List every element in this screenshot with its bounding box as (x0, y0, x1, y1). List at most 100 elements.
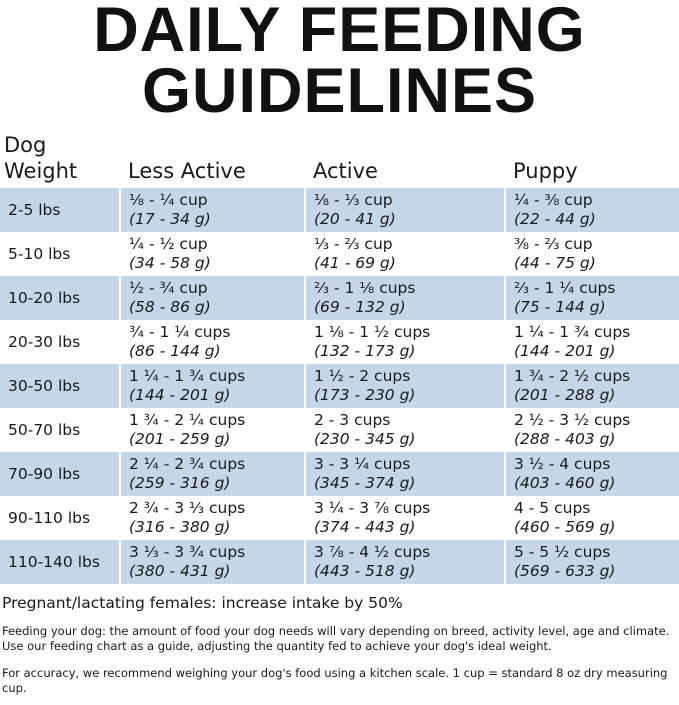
cups: 1 ¾ - 2 ½ cups (514, 367, 631, 385)
cups: 4 - 5 cups (514, 499, 591, 517)
paragraph: For accuracy, we recommend weighing your… (2, 666, 668, 695)
amount-cell: ⅔ - 1 ⅛ cups (69 - 132 g) (304, 276, 505, 320)
grams: (443 - 518 g) (314, 562, 416, 580)
weight-cell: 110-140 lbs (0, 540, 120, 584)
cups: 2 - 3 cups (314, 411, 391, 429)
cups: 5 - 5 ½ cups (514, 543, 611, 561)
cups: ¼ - ⅜ cup (514, 191, 593, 209)
table-row: 10-20 lbs ½ - ¾ cup (58 - 86 g) ⅔ - 1 ⅛ cup… (0, 276, 679, 320)
grams: (374 - 443 g) (314, 518, 416, 536)
weight-cell: 90-110 lbs (8, 508, 91, 527)
grams: (144 - 201 g) (129, 386, 231, 404)
weight-cell: 2-5 lbs (0, 188, 120, 232)
table-row: 70-90 lbs 2 ¼ - 2 ¾ cups (259 - 316 g) 3 - … (0, 452, 679, 496)
amount-cell: ⅔ - 1 ¼ cups (75 - 144 g) (504, 276, 679, 320)
grams: (201 - 259 g) (129, 430, 231, 448)
amount-cell: 2 - 3 cups (230 - 345 g) (304, 408, 505, 452)
cups: 2 ¾ - 3 ⅓ cups (129, 499, 246, 517)
amount-cell: ⅛ - ¼ cup (17 - 34 g) (119, 188, 305, 232)
amount-cell: 1 ⅛ - 1 ½ cups (132 - 173 g) (304, 320, 505, 364)
amount-cell: 3 ¼ - 3 ⅞ cups (374 - 443 g) (304, 496, 505, 540)
note: Pregnant/lactating females: increase int… (2, 594, 403, 612)
cups: ⅛ - ⅓ cup (314, 191, 393, 209)
amount-cell: 2 ½ - 3 ½ cups (288 - 403 g) (504, 408, 679, 452)
amount-cell: ⅜ - ⅔ cup (44 - 75 g) (504, 232, 679, 276)
grams: (345 - 374 g) (314, 474, 416, 492)
title-line: DAILY FEEDING (93, 0, 586, 65)
grams: (75 - 144 g) (514, 298, 606, 316)
grams: (20 - 41 g) (314, 210, 396, 228)
cups: 1 ¼ - 1 ¾ cups (129, 367, 246, 385)
amount-cell: ¾ - 1 ¼ cups (86 - 144 g) (119, 320, 305, 364)
amount-cell: 3 - 3 ¼ cups (345 - 374 g) (304, 452, 505, 496)
grams: (34 - 58 g) (129, 254, 211, 272)
feeding-table: Dog Weight Less Active Active Puppy 2-5 lbs… (0, 128, 679, 584)
cups: ½ - ¾ cup (129, 279, 208, 297)
grams: (173 - 230 g) (314, 386, 416, 404)
grams: (17 - 34 g) (129, 210, 211, 228)
amount-cell: 3 ⅓ - 3 ¾ cups (380 - 431 g) (119, 540, 305, 584)
table-row: 30-50 lbs 1 ¼ - 1 ¾ cups (144 - 201 g) 1 ½ … (0, 364, 679, 408)
grams: (22 - 44 g) (514, 210, 596, 228)
cups: 3 ⅞ - 4 ½ cups (314, 543, 431, 561)
grams: (259 - 316 g) (129, 474, 231, 492)
cups: 3 ⅓ - 3 ¾ cups (129, 543, 246, 561)
grams: (44 - 75 g) (514, 254, 596, 272)
amount-cell: ¼ - ⅜ cup (22 - 44 g) (504, 188, 679, 232)
table-body: 2-5 lbs ⅛ - ¼ cup (17 - 34 g) ⅛ - ⅓ cup (20 … (0, 188, 679, 584)
grams: (132 - 173 g) (314, 342, 416, 360)
amount-cell: 1 ¼ - 1 ¾ cups (144 - 201 g) (504, 320, 679, 364)
cups: 1 ¼ - 1 ¾ cups (514, 323, 631, 341)
amount-cell: ⅓ - ⅔ cup (41 - 69 g) (304, 232, 505, 276)
table-row: 110-140 lbs 3 ⅓ - 3 ¾ cups (380 - 431 g) 3 … (0, 540, 679, 584)
cups: 1 ⅛ - 1 ½ cups (314, 323, 431, 341)
grams: (86 - 144 g) (129, 342, 221, 360)
column-header: Dog Weight (4, 133, 78, 183)
cups: 2 ¼ - 2 ¾ cups (129, 455, 246, 473)
amount-cell: 1 ¾ - 2 ¼ cups (201 - 259 g) (119, 408, 305, 452)
cups: 3 - 3 ¼ cups (314, 455, 411, 473)
weight-cell: 5-10 lbs (8, 244, 71, 263)
cups: ⅔ - 1 ⅛ cups (314, 279, 416, 297)
cups: ¼ - ½ cup (129, 235, 208, 253)
column-header: Less Active (128, 159, 246, 183)
amount-cell: 2 ¾ - 3 ⅓ cups (316 - 380 g) (119, 496, 305, 540)
grams: (288 - 403 g) (514, 430, 616, 448)
grams: (69 - 132 g) (314, 298, 406, 316)
title-line: GUIDELINES (141, 56, 538, 126)
grams: (569 - 633 g) (514, 562, 616, 580)
amount-cell: 1 ¾ - 2 ½ cups (201 - 288 g) (504, 364, 679, 408)
amount-cell: 2 ¼ - 2 ¾ cups (259 - 316 g) (119, 452, 305, 496)
amount-cell: ¼ - ½ cup (34 - 58 g) (119, 232, 305, 276)
cups: 2 ½ - 3 ½ cups (514, 411, 631, 429)
cups: 3 ¼ - 3 ⅞ cups (314, 499, 431, 517)
weight-cell: 20-30 lbs (8, 332, 81, 351)
amount-cell: ½ - ¾ cup (58 - 86 g) (119, 276, 305, 320)
grams: (58 - 86 g) (129, 298, 211, 316)
grams: (41 - 69 g) (314, 254, 396, 272)
amount-cell: 1 ½ - 2 cups (173 - 230 g) (304, 364, 505, 408)
amount-cell: 4 - 5 cups (460 - 569 g) (504, 496, 679, 540)
paragraph: Feeding your dog: the amount of food you… (2, 624, 670, 653)
amount-cell: 3 ½ - 4 cups (403 - 460 g) (504, 452, 679, 496)
grams: (403 - 460 g) (514, 474, 616, 492)
grams: (144 - 201 g) (514, 342, 616, 360)
grams: (230 - 345 g) (314, 430, 416, 448)
table-row: 5-10 lbs ¼ - ½ cup (34 - 58 g) ⅓ - ⅔ cup (41… (0, 232, 679, 276)
column-header: Active (313, 159, 378, 183)
table-row: 2-5 lbs ⅛ - ¼ cup (17 - 34 g) ⅛ - ⅓ cup (20 … (0, 188, 679, 232)
cups: ⅔ - 1 ¼ cups (514, 279, 616, 297)
cups: ⅛ - ¼ cup (129, 191, 208, 209)
weight-cell: 70-90 lbs (0, 452, 120, 496)
column-header: Puppy (513, 159, 578, 183)
title: DAILY FEEDING GUIDELINES (0, 0, 679, 128)
table-row: 90-110 lbs 2 ¾ - 3 ⅓ cups (316 - 380 g) 3 ¼… (0, 496, 679, 540)
cups: 1 ¾ - 2 ¼ cups (129, 411, 246, 429)
cups: 1 ½ - 2 cups (314, 367, 411, 385)
grams: (380 - 431 g) (129, 562, 231, 580)
table-row: 20-30 lbs ¾ - 1 ¼ cups (86 - 144 g) 1 ⅛ - 1… (0, 320, 679, 364)
amount-cell: 3 ⅞ - 4 ½ cups (443 - 518 g) (304, 540, 505, 584)
amount-cell: ⅛ - ⅓ cup (20 - 41 g) (304, 188, 505, 232)
cups: 3 ½ - 4 cups (514, 455, 611, 473)
